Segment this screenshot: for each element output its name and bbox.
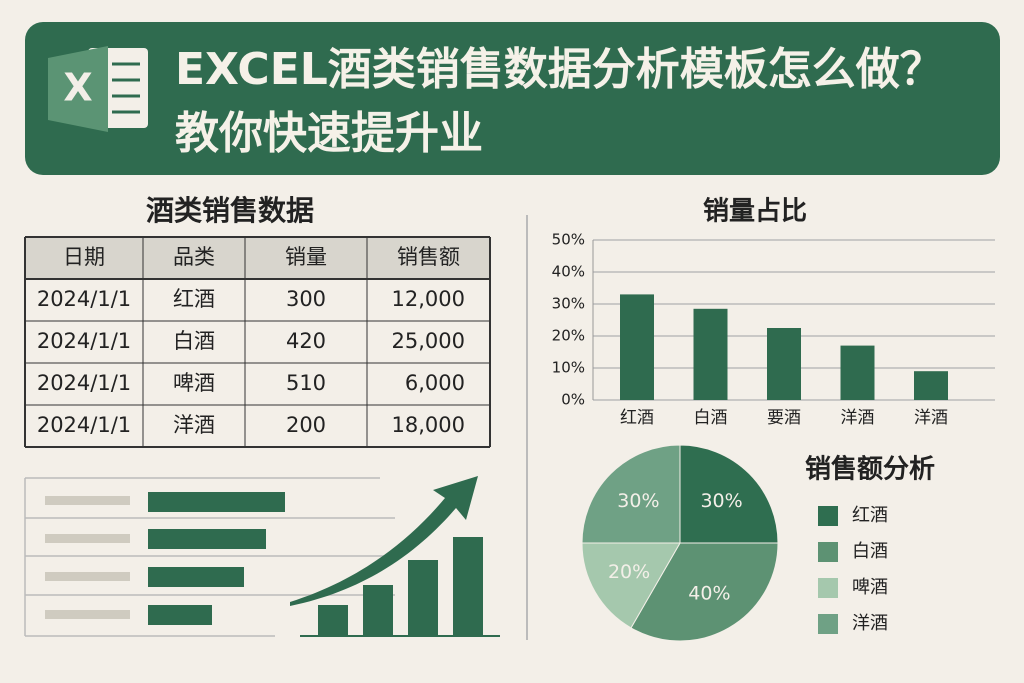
table-cell: 2024/1/1	[37, 413, 131, 437]
y-tick-label: 10%	[552, 359, 585, 377]
legend-label: 白酒	[852, 541, 888, 562]
table-cell: 12,000	[392, 287, 465, 311]
decor-bars	[24, 477, 395, 637]
legend-swatch	[818, 578, 838, 598]
table-cell: 510	[286, 371, 326, 395]
y-tick-label: 0%	[561, 391, 585, 409]
x-tick-label: 红酒	[620, 408, 654, 428]
data-label: 30%	[617, 490, 659, 512]
table-cell: 200	[286, 413, 326, 437]
table-cell: 2024/1/1	[37, 371, 131, 395]
pie-slice	[581, 542, 681, 629]
data-label: 30%	[700, 490, 742, 512]
table-cell: 300	[286, 287, 326, 311]
x-tick-label: 白酒	[694, 408, 728, 428]
legend-swatch	[818, 506, 838, 526]
pie-slice	[630, 542, 779, 642]
header-banner	[25, 22, 1000, 175]
x-tick-label: 洋酒	[841, 408, 875, 428]
table: 日期 品类 销量 销售额 2024/1/1 红酒 300 12,000 2024/1/1 白酒 42…	[24, 236, 491, 448]
pie-slice	[679, 444, 779, 544]
excel-icon: X	[48, 46, 148, 132]
legend-label: 啤酒	[852, 577, 888, 598]
legend-swatch	[818, 542, 838, 562]
bar	[620, 294, 654, 400]
table-cell: 洋酒	[173, 413, 215, 437]
bar	[693, 308, 728, 400]
column-header: 日期	[63, 245, 105, 269]
x-tick-label: 要酒	[767, 408, 801, 428]
decor-growth	[290, 476, 500, 637]
table-cell: 2024/1/1	[37, 329, 131, 353]
table-cell: 啤酒	[173, 371, 215, 395]
icon-letter: X	[63, 66, 92, 110]
legend-label: 洋酒	[852, 613, 888, 634]
data-label: 40%	[688, 582, 730, 604]
chart-title: 销售额分析	[805, 454, 935, 485]
data-label: 20%	[608, 561, 650, 583]
y-tick-label: 30%	[552, 295, 585, 313]
column-header: 销售额	[397, 245, 460, 269]
legend-label: 红酒	[852, 505, 888, 526]
column-header: 品类	[173, 245, 215, 269]
table-cell: 420	[286, 329, 326, 353]
y-tick-label: 40%	[552, 263, 585, 281]
table-cell: 白酒	[173, 329, 215, 353]
table-cell: 2024/1/1	[37, 287, 131, 311]
header-title: EXCEL酒类销售数据分析模板怎么做？教你快速提升业	[175, 44, 944, 159]
bar	[767, 328, 801, 400]
table-title: 酒类销售数据	[146, 194, 314, 227]
pie-slice	[581, 444, 681, 544]
table-cell: 25,000	[392, 329, 465, 353]
bar	[914, 371, 948, 400]
y-tick-label: 20%	[552, 327, 585, 345]
table-cell: 6,000	[405, 371, 465, 395]
table-cell: 红酒	[173, 287, 215, 311]
y-tick-label: 50%	[552, 231, 585, 249]
column-header: 销量	[285, 245, 327, 269]
table-cell: 18,000	[392, 413, 465, 437]
bar	[840, 345, 875, 400]
x-tick-label: 洋酒	[914, 408, 948, 428]
chart-title: 销量占比	[703, 197, 807, 227]
legend-swatch	[818, 614, 838, 634]
